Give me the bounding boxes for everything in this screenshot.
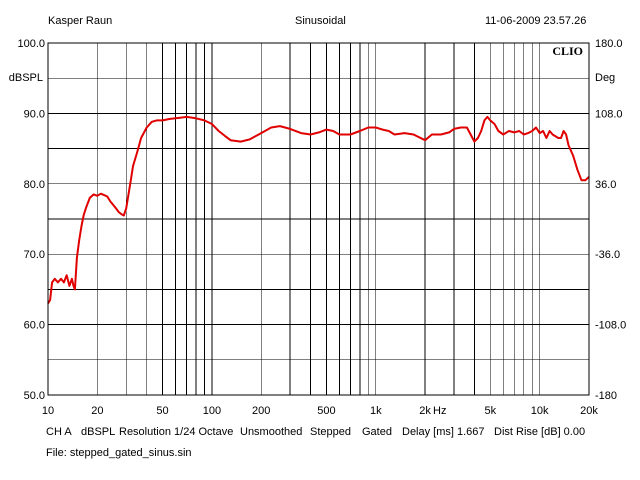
y-tick-label: 60.0 bbox=[24, 320, 45, 332]
header-author: Kasper Raun bbox=[48, 15, 113, 27]
x-tick-label: 50 bbox=[156, 405, 168, 417]
x-tick-label: 20k bbox=[580, 405, 598, 417]
clio-brand: CLIO bbox=[552, 44, 583, 58]
x-tick-label: 5k bbox=[485, 405, 497, 417]
x-tick-label: 1k bbox=[370, 405, 382, 417]
footer-file: File: stepped_gated_sinus.sin bbox=[46, 447, 192, 459]
y-axis-label: dBSPL bbox=[9, 72, 43, 84]
x-tick-label: 20 bbox=[91, 405, 103, 417]
footer-delay: Delay [ms] 1.667 bbox=[402, 426, 485, 438]
footer-mode: Stepped bbox=[310, 426, 351, 438]
y-tick-label: 70.0 bbox=[24, 249, 45, 261]
y-tick-label: 100.0 bbox=[17, 38, 45, 50]
y-tick-label: 80.0 bbox=[24, 179, 45, 191]
footer-gating: Gated bbox=[362, 426, 392, 438]
x-tick-label: 2k bbox=[419, 405, 431, 417]
y-tick-label: 50.0 bbox=[24, 390, 45, 402]
y2-tick-label: 180.0 bbox=[595, 38, 623, 50]
footer-resolution: Resolution 1/24 Octave bbox=[119, 426, 234, 438]
y2-tick-label: -36.0 bbox=[595, 249, 620, 261]
y2-axis-label: Deg bbox=[595, 72, 615, 84]
tick-labels: 10 20 50 100 200 500 1k 2k 5k 10k 20k 50.0 60.0 70.0 8… bbox=[17, 38, 626, 417]
footer-unit: dBSPL bbox=[81, 426, 116, 438]
x-tick-label: 100 bbox=[203, 405, 221, 417]
header-title: Sinusoidal bbox=[295, 15, 346, 27]
x-tick-label: 10 bbox=[42, 405, 54, 417]
header-timestamp: 11-06-2009 23.57.26 bbox=[485, 15, 587, 27]
y2-tick-label: -180 bbox=[595, 390, 617, 402]
footer-smoothing: Unsmoothed bbox=[240, 426, 303, 438]
y2-tick-label: 36.0 bbox=[595, 179, 616, 191]
y-tick-label: 90.0 bbox=[24, 108, 45, 120]
series-line-spl bbox=[47, 115, 590, 305]
plot-frame bbox=[47, 42, 590, 396]
x-tick-label: 10k bbox=[531, 405, 549, 417]
y2-tick-label: 108.0 bbox=[595, 108, 623, 120]
footer-dist-rise: Dist Rise [dB] 0.00 bbox=[494, 426, 586, 438]
grid bbox=[48, 43, 589, 395]
y2-tick-label: -108.0 bbox=[595, 320, 626, 332]
x-tick-label: 200 bbox=[252, 405, 270, 417]
footer-channel: CH A bbox=[46, 426, 72, 438]
x-tick-label: 500 bbox=[317, 405, 335, 417]
x-axis-label: Hz bbox=[433, 405, 446, 417]
